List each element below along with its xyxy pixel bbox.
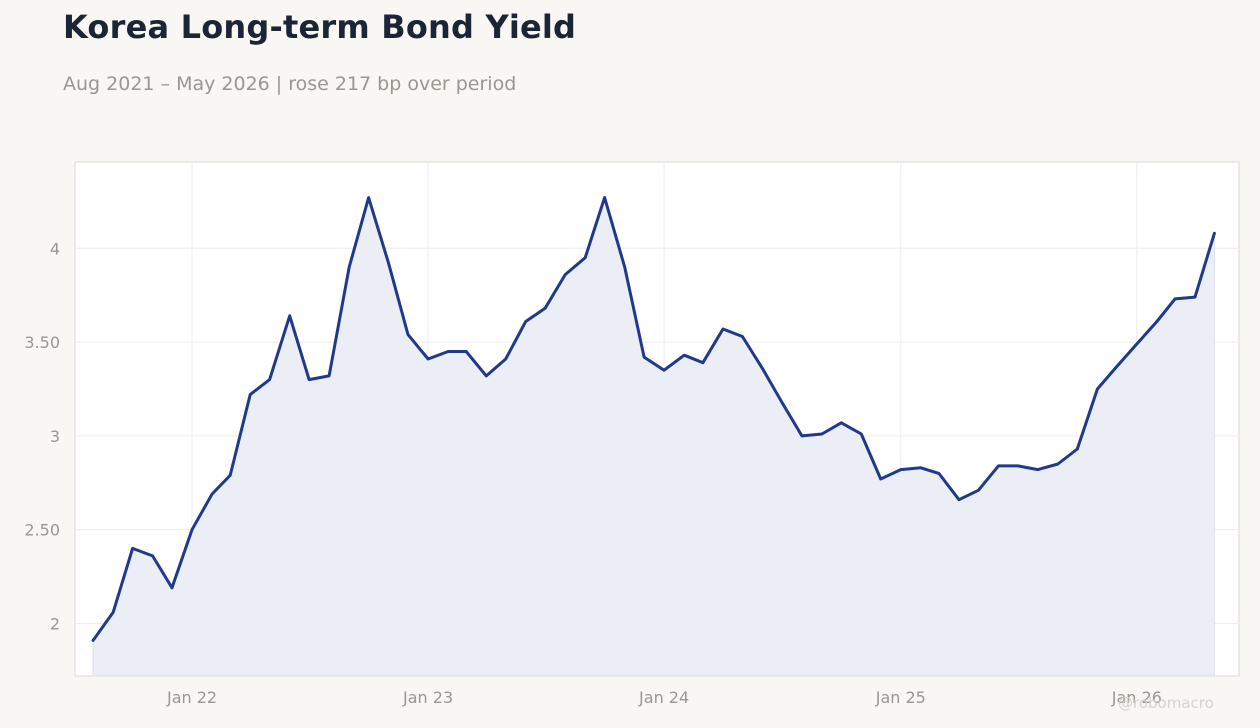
- data-point: [288, 314, 291, 317]
- data-point: [683, 354, 686, 357]
- data-point: [584, 256, 587, 259]
- data-point: [446, 350, 450, 353]
- data-point: [1135, 342, 1139, 346]
- data-point: [1155, 320, 1159, 323]
- data-point: [741, 335, 744, 338]
- data-point: [131, 547, 134, 550]
- data-point: [268, 378, 271, 381]
- x-tick-label: Jan 22: [166, 688, 217, 707]
- data-point: [957, 498, 961, 501]
- data-point: [170, 586, 174, 589]
- data-point: [662, 369, 666, 372]
- data-point: [1036, 468, 1040, 471]
- data-point: [899, 468, 902, 471]
- chart-title: Korea Long-term Bond Yield: [63, 8, 577, 46]
- data-point: [426, 357, 430, 361]
- data-point: [524, 320, 527, 323]
- data-point: [1016, 464, 1019, 468]
- data-point: [780, 400, 783, 404]
- data-point: [465, 350, 468, 353]
- data-point: [937, 472, 941, 475]
- data-point: [249, 393, 252, 396]
- y-tick-label: 3.50: [24, 333, 60, 352]
- x-tick-label: Jan 26: [1111, 688, 1162, 707]
- data-point: [327, 374, 331, 378]
- data-point: [1173, 297, 1177, 301]
- data-point: [800, 434, 804, 438]
- data-point: [1076, 447, 1079, 451]
- data-point: [91, 639, 95, 642]
- data-point: [1213, 232, 1216, 235]
- data-point: [977, 489, 980, 492]
- data-point: [367, 196, 370, 199]
- data-point: [387, 262, 390, 265]
- data-point: [485, 374, 488, 378]
- data-point: [997, 464, 1000, 468]
- data-point: [701, 361, 705, 364]
- chart-subtitle: Aug 2021 – May 2026 | rose 217 bp over p…: [63, 73, 517, 95]
- watermark: @robomacro: [1118, 694, 1214, 712]
- y-tick-label: 2: [50, 614, 60, 633]
- data-point: [406, 333, 410, 336]
- data-point: [820, 432, 824, 436]
- data-point: [879, 477, 882, 481]
- data-point: [603, 196, 606, 199]
- data-point: [1096, 387, 1099, 391]
- x-tick-label: Jan 23: [402, 688, 453, 707]
- data-point: [229, 474, 232, 477]
- data-point: [860, 432, 863, 436]
- y-tick-label: 3: [50, 427, 60, 446]
- data-point: [623, 265, 626, 269]
- data-point: [761, 367, 764, 370]
- x-tick-label: Jan 24: [638, 688, 689, 707]
- data-point: [1115, 365, 1119, 368]
- data-point: [112, 611, 115, 614]
- data-point: [348, 265, 351, 269]
- data-point: [504, 357, 507, 361]
- y-tick-label: 2.50: [24, 521, 60, 540]
- data-point: [642, 355, 646, 359]
- data-point: [564, 273, 567, 276]
- series-line: [91, 196, 1216, 642]
- data-point: [190, 528, 194, 531]
- data-point: [543, 307, 547, 310]
- data-point: [919, 466, 922, 469]
- x-tick-label: Jan 25: [875, 688, 926, 707]
- y-tick-label: 4: [50, 239, 60, 258]
- data-point: [151, 554, 154, 558]
- data-point: [1193, 295, 1197, 299]
- data-point: [210, 492, 214, 496]
- data-point: [307, 378, 311, 381]
- data-point: [1056, 462, 1060, 466]
- data-point: [721, 327, 725, 331]
- data-point: [840, 421, 843, 424]
